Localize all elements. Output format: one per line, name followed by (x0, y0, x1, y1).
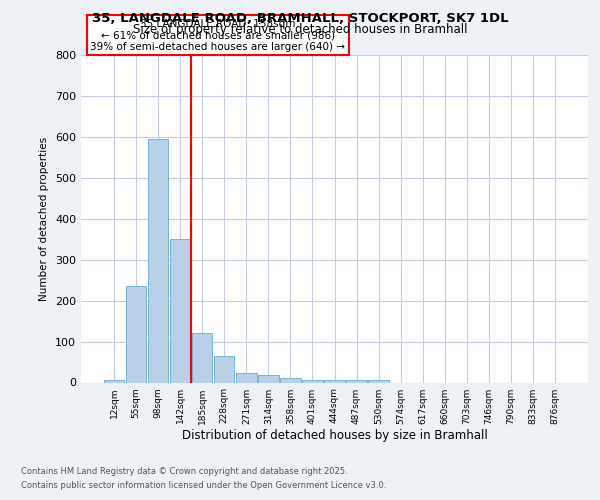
Bar (368, 380, 389, 382)
Text: 35, LANGDALE ROAD, BRAMHALL, STOCKPORT, SK7 1DL: 35, LANGDALE ROAD, BRAMHALL, STOCKPORT, … (92, 12, 508, 26)
Bar (126, 286, 146, 382)
X-axis label: Distribution of detached houses by size in Bramhall: Distribution of detached houses by size … (182, 430, 487, 442)
Bar (214, 356, 235, 382)
Bar (148, 139, 169, 382)
Bar (346, 380, 367, 382)
Text: 35 LANGDALE ROAD: 158sqm
← 61% of detached houses are smaller (986)
39% of semi-: 35 LANGDALE ROAD: 158sqm ← 61% of detach… (91, 18, 346, 52)
Bar (325, 380, 344, 382)
Bar (280, 378, 301, 382)
Bar (258, 375, 278, 382)
Bar (170, 239, 190, 382)
Bar (104, 380, 124, 382)
Bar (192, 334, 212, 382)
Text: Size of property relative to detached houses in Bramhall: Size of property relative to detached ho… (133, 22, 467, 36)
Text: Contains HM Land Registry data © Crown copyright and database right 2025.: Contains HM Land Registry data © Crown c… (21, 467, 347, 476)
Bar (302, 380, 323, 382)
Text: Contains public sector information licensed under the Open Government Licence v3: Contains public sector information licen… (21, 481, 386, 490)
Bar (236, 374, 257, 382)
Y-axis label: Number of detached properties: Number of detached properties (40, 136, 49, 301)
